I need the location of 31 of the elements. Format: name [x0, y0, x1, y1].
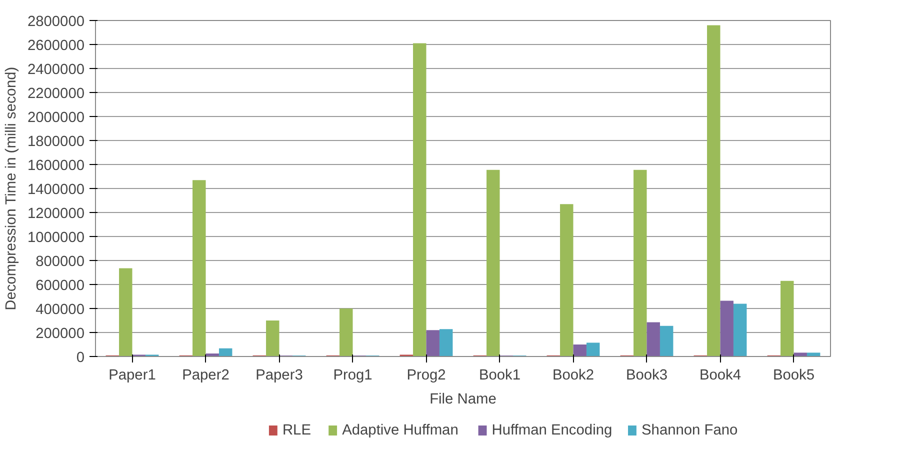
legend-label: Huffman Encoding	[492, 422, 612, 438]
y-tick-label: 2600000	[27, 38, 85, 54]
x-tick-label: Paper1	[108, 368, 156, 384]
x-tick-label: Book4	[699, 368, 742, 384]
x-tick-label: Book5	[772, 368, 815, 384]
y-tick-label: 400000	[36, 302, 85, 318]
y-tick-label: 2200000	[27, 86, 85, 102]
x-tick-label: Book3	[626, 368, 668, 384]
y-tick-label: 2800000	[27, 14, 85, 30]
y-tick-label: 800000	[36, 254, 85, 270]
x-tick-label: Paper3	[256, 368, 303, 384]
x-tick-label: Book2	[552, 368, 594, 384]
y-tick-label: 2400000	[27, 62, 85, 78]
legend-label: RLE	[282, 422, 312, 438]
y-tick-label: 600000	[36, 278, 85, 294]
y-tick-label: 0	[76, 350, 85, 366]
y-tick-label: 1400000	[27, 182, 85, 198]
y-tick-label: 1000000	[27, 230, 85, 246]
y-tick-label: 1600000	[27, 158, 85, 174]
legend-label: Shannon Fano	[642, 422, 738, 438]
x-tick-label: Prog1	[333, 368, 372, 384]
x-tick-label: Prog2	[406, 368, 446, 384]
y-tick-label: 1200000	[27, 206, 85, 222]
y-tick-label: 1800000	[27, 134, 85, 150]
x-tick-label: Book1	[478, 368, 521, 384]
y-tick-label: 200000	[36, 326, 85, 342]
x-axis-title: File Name	[430, 392, 496, 408]
legend-label: Adaptive Huffman	[342, 422, 458, 438]
y-tick-label: 2000000	[27, 110, 85, 126]
y-axis-title: Decompression Time in (milli second)	[3, 66, 20, 310]
x-tick-label: Paper2	[182, 368, 230, 384]
